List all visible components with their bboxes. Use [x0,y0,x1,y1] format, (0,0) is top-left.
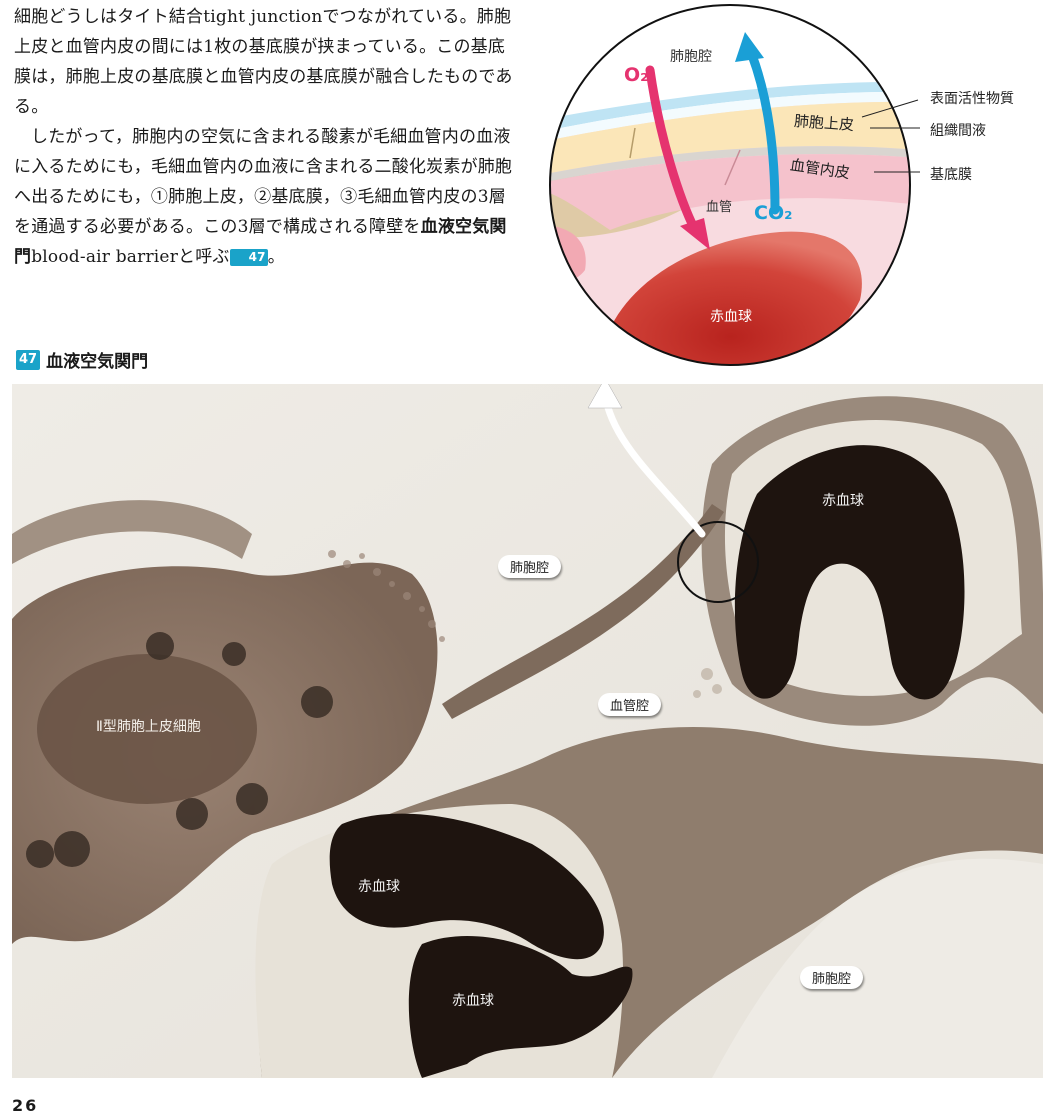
basement-membrane-layer [550,146,910,183]
label-alveolar-space-1: 肺胞腔 [498,555,562,578]
epithelium-layer [550,101,910,175]
paragraph-2-start: したがって，肺胞内の空気に含まれる酸素が毛細血管内の血液に入るためにも，毛細血管… [14,127,513,237]
figure-number-badge: 47 [16,349,41,370]
o2-arrow [645,65,700,235]
endothelium-layer [550,154,910,230]
magnify-circle [677,521,759,603]
rbc-shape-inset [600,231,862,365]
label-alveolar-space-2: 肺胞腔 [800,966,864,989]
label-type2-cell: Ⅱ型肺胞上皮細胞 [96,719,201,735]
rbc-shape-lower-2 [408,935,633,1078]
label-vessel-lumen: 血管腔 [598,693,662,716]
type2-cell-nucleus [37,654,257,804]
co2-arrow [747,50,780,215]
leader-basement-membrane: 基底膜 [930,167,972,183]
label-rbc-upper: 赤血球 [822,493,864,509]
electron-micrograph [12,384,1043,1078]
rbc-shape-lower-1 [329,813,604,960]
paragraph-2: したがって，肺胞内の空気に含まれる酸素が毛細血管内の血液に入るためにも，毛細血管… [14,127,513,267]
inset-label-epithelium: 肺胞上皮 [793,111,855,135]
label-rbc-lower-2: 赤血球 [452,993,494,1009]
leader-surfactant: 表面活性物質 [930,91,1014,107]
leader-interstitial-fluid: 組織間液 [930,123,986,139]
term-blood-air-barrier: 血液空気関門 [14,217,507,267]
leader-labels: 表面活性物質 組織間液 基底膜 [900,86,1050,196]
rbc-shape-upper [734,445,965,700]
inset-label-alveolar-space: 肺胞腔 [670,49,712,65]
inset-label-vessel: 血管 [706,200,733,215]
figure-title: 血液空気関門 [46,352,149,372]
paragraph-1: 細胞どうしはタイト結合tight junctionでつながれている。肺胞上皮と血… [14,7,513,117]
label-rbc-lower-1: 赤血球 [358,879,400,895]
body-text: 細胞どうしはタイト結合tight junctionでつながれている。肺胞上皮と血… [14,2,514,272]
figure-ref-badge[interactable]: 47 [229,249,268,266]
inset-label-rbc: 赤血球 [710,309,752,325]
inset-label-co2: CO₂ [754,202,793,224]
page-number: 26 [12,1096,39,1115]
inset-label-o2: O₂ [624,64,649,86]
figure-heading: 47 血液空気関門 [16,347,148,372]
paragraph-2-end: blood-air barrierと呼ぶ [31,247,230,267]
magnify-arrow [601,390,706,538]
barrier-diagram [549,4,920,366]
